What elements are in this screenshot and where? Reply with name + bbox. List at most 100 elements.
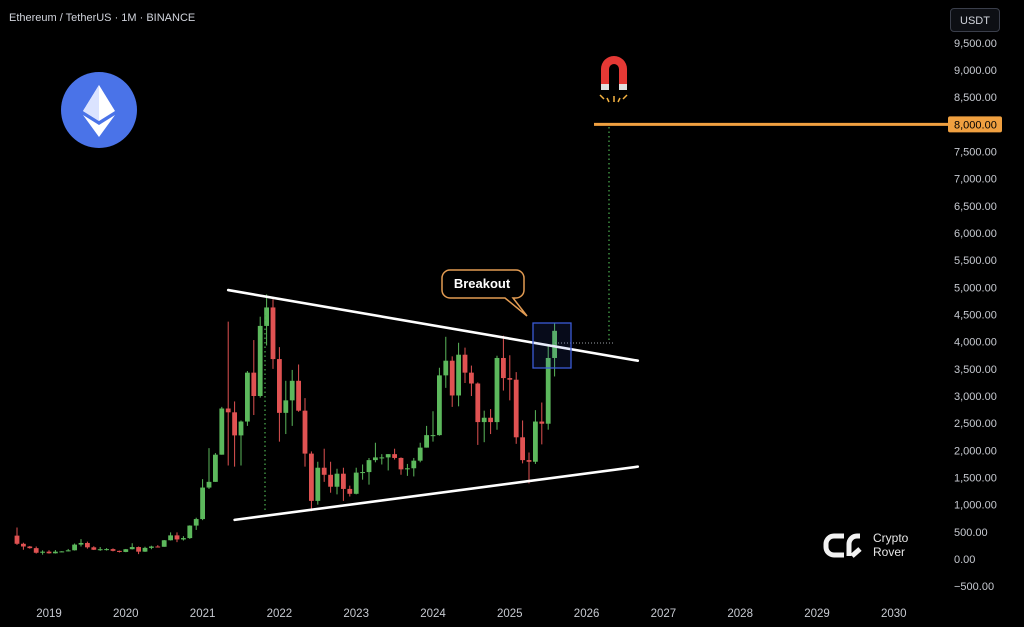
candle-body bbox=[161, 540, 167, 547]
candle-body bbox=[27, 546, 33, 549]
x-tick-label: 2024 bbox=[420, 608, 446, 620]
candle-body bbox=[437, 375, 442, 436]
candle-body bbox=[283, 400, 289, 413]
candle-body bbox=[174, 535, 180, 540]
candle-body bbox=[309, 453, 314, 501]
candle-body bbox=[513, 379, 519, 438]
x-tick-label: 2026 bbox=[574, 608, 600, 620]
candle-body bbox=[334, 473, 340, 487]
crypto-rover-logo-text: Crypto Rover bbox=[873, 531, 908, 559]
x-tick-label: 2021 bbox=[190, 608, 216, 620]
candle-body bbox=[533, 421, 538, 462]
ethereum-logo-icon-base bbox=[83, 115, 115, 137]
y-tick-label: 7,500.00 bbox=[954, 147, 997, 159]
candle-body bbox=[72, 544, 77, 551]
y-tick-label: 9,500.00 bbox=[954, 38, 997, 50]
candle-body bbox=[475, 383, 481, 423]
y-tick-label: 3,500.00 bbox=[954, 364, 997, 376]
candle-body bbox=[225, 408, 231, 413]
candle-body bbox=[488, 417, 493, 423]
candle-body bbox=[219, 408, 225, 455]
candles-group bbox=[14, 294, 557, 555]
candle-body bbox=[142, 547, 148, 552]
logo-r bbox=[846, 533, 862, 558]
candle-body bbox=[110, 549, 116, 551]
trendline-lower bbox=[233, 465, 640, 522]
candle-body bbox=[449, 360, 455, 396]
candle-body bbox=[507, 378, 513, 380]
candle-body bbox=[65, 550, 71, 552]
y-tick-label: 3,000.00 bbox=[954, 391, 997, 403]
candle-body bbox=[117, 550, 122, 552]
candle-body bbox=[539, 421, 545, 424]
candle-body bbox=[366, 460, 372, 473]
candle-body bbox=[85, 542, 90, 548]
candle-body bbox=[21, 543, 26, 547]
candle-body bbox=[193, 519, 199, 526]
y-tick-label: 0.00 bbox=[954, 554, 975, 566]
x-tick-label: 2029 bbox=[804, 608, 830, 620]
x-tick-label: 2027 bbox=[651, 608, 677, 620]
candle-body bbox=[462, 354, 468, 373]
candle-body bbox=[40, 551, 45, 553]
ethereum-logo-icon-facet bbox=[83, 85, 99, 121]
candle-body bbox=[270, 307, 276, 360]
candle-body bbox=[520, 437, 525, 461]
y-tick-label: 1,000.00 bbox=[954, 500, 997, 512]
x-tick-label: 2023 bbox=[343, 608, 369, 620]
candle-body bbox=[373, 457, 378, 461]
candle-body bbox=[443, 360, 449, 376]
candle-body bbox=[552, 330, 557, 358]
candle-body bbox=[46, 551, 52, 554]
candle-body bbox=[264, 307, 269, 326]
x-tick-label: 2019 bbox=[36, 608, 62, 620]
logo-line-2: Rover bbox=[873, 545, 906, 559]
candle-body bbox=[200, 487, 205, 520]
y-tick-label: 8,500.00 bbox=[954, 92, 997, 104]
x-tick-label: 2025 bbox=[497, 608, 523, 620]
candle-body bbox=[181, 538, 186, 540]
x-tick-label: 2022 bbox=[267, 608, 293, 620]
magnet-sparks bbox=[599, 94, 628, 103]
magnet-body bbox=[601, 56, 627, 84]
candle-body bbox=[501, 357, 506, 379]
candle-body bbox=[155, 546, 161, 548]
y-tick-label: 2,000.00 bbox=[954, 445, 997, 457]
candle-body bbox=[14, 535, 20, 544]
x-axis: 2019 2020 2021 2022 2023 2024 2025 2026 2027 2028… bbox=[36, 608, 906, 620]
x-tick-label: 2030 bbox=[881, 608, 907, 620]
candle-body bbox=[526, 460, 532, 462]
y-tick-label: 5,000.00 bbox=[954, 282, 997, 294]
candle-body bbox=[232, 412, 237, 436]
candle-body bbox=[53, 551, 58, 554]
candle-body bbox=[353, 472, 359, 494]
magnet-icon bbox=[599, 56, 628, 103]
candle-body bbox=[430, 435, 436, 437]
candle-body bbox=[494, 357, 500, 423]
candle-body bbox=[129, 547, 135, 550]
candle-body bbox=[347, 488, 353, 494]
y-tick-label: 500.00 bbox=[954, 527, 988, 539]
annotations-group: Breakout bbox=[61, 56, 948, 558]
y-tick-label: 6,000.00 bbox=[954, 228, 997, 240]
x-tick-label: 2028 bbox=[727, 608, 753, 620]
candle-body bbox=[213, 454, 218, 482]
candle-body bbox=[33, 548, 39, 553]
y-tick-label: 9,000.00 bbox=[954, 65, 997, 77]
currency-button[interactable]: USDT bbox=[950, 8, 1000, 32]
candle-body bbox=[104, 549, 109, 551]
candle-body bbox=[257, 325, 263, 397]
candle-body bbox=[321, 467, 327, 475]
candle-body bbox=[424, 435, 429, 448]
breakout-callout bbox=[441, 269, 528, 317]
candle-body bbox=[392, 454, 397, 458]
candle-body bbox=[91, 547, 97, 550]
y-tick-label: 5,500.00 bbox=[954, 255, 997, 267]
candle-body bbox=[123, 549, 129, 552]
target-price-label: 8,000.00 bbox=[954, 119, 997, 131]
candle-body bbox=[78, 542, 84, 545]
crypto-rover-logo-icon bbox=[823, 533, 862, 558]
breakout-highlight-box bbox=[532, 322, 572, 369]
candle-body bbox=[469, 372, 474, 384]
